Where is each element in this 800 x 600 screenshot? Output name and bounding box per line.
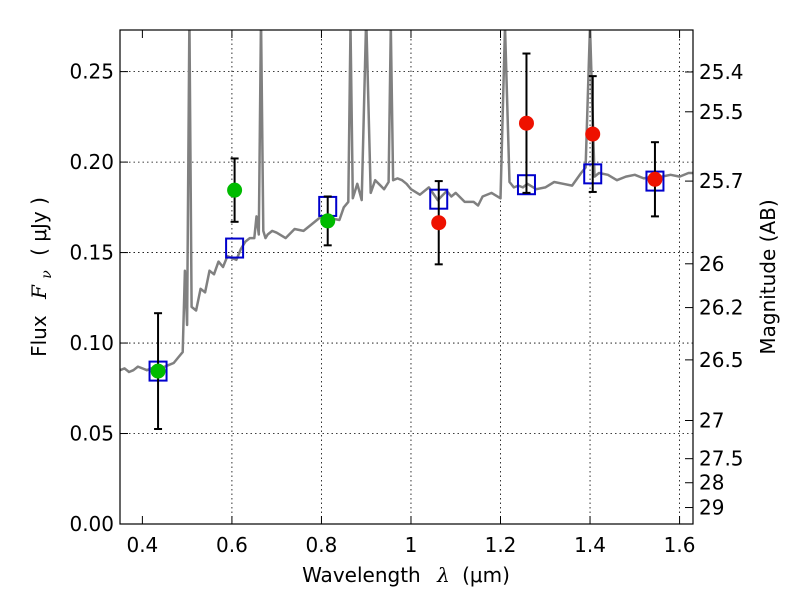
y-axis-label-symbol: F [27, 284, 51, 300]
y2-axis-label: Magnitude (AB) [756, 199, 780, 354]
data-point [585, 126, 601, 142]
x-axis-label-unit: (μm) [462, 563, 510, 587]
data-point [227, 182, 243, 198]
x-tick-label: 1.2 [485, 533, 517, 557]
x-tick-label: 0.6 [216, 533, 248, 557]
x-axis-label-main: Wavelength [302, 563, 421, 587]
grid [120, 30, 693, 524]
y2-tick-label: 25.4 [699, 60, 744, 84]
x-tick-label: 1.4 [574, 533, 606, 557]
y2-tick-label: 28 [699, 471, 724, 495]
x-tick-label: 1.6 [664, 533, 696, 557]
y-axis-label-unit: ( μJy ) [27, 197, 51, 256]
y-tick-label: 0.15 [69, 241, 114, 265]
y-axis: 0.00 0.05 0.10 0.15 0.20 0.25 [69, 60, 128, 536]
y2-tick-label: 27 [699, 408, 724, 432]
y2-tick-label: 29 [699, 496, 724, 520]
y-tick-label: 0.10 [69, 331, 114, 355]
y-tick-label: 0.00 [69, 512, 114, 536]
y2-tick-label: 25.7 [699, 169, 744, 193]
plot-background [120, 30, 693, 524]
plot-frame [119, 29, 694, 525]
x-tick-label: 1 [405, 533, 418, 557]
y-axis-label: Flux F ν ( μJy ) [27, 197, 56, 357]
y2-tick-label: 27.5 [699, 447, 744, 471]
y2-tick-label: 26 [699, 252, 724, 276]
data-point [431, 215, 447, 231]
x-axis-label: Wavelength λ (μm) [302, 563, 510, 587]
data-marks [148, 52, 665, 430]
x-axis: 0.4 0.6 0.8 1 1.2 1.4 1.6 [126, 30, 695, 557]
data-point [518, 115, 534, 131]
x-tick-label: 0.4 [126, 533, 158, 557]
data-point [647, 171, 663, 187]
y-axis-label-main: Flux [27, 315, 51, 357]
data-point [320, 213, 336, 229]
x-tick-label: 0.8 [306, 533, 338, 557]
y-tick-label: 0.25 [69, 60, 114, 84]
y-tick-label: 0.05 [69, 422, 114, 446]
x-axis-label-symbol: λ [436, 563, 450, 587]
y-tick-label: 0.20 [69, 150, 114, 174]
y2-tick-label: 25.5 [699, 100, 744, 124]
data-point [150, 363, 166, 379]
spectrum-line [120, 30, 693, 374]
y-axis-label-subscript: ν [39, 270, 55, 279]
y2-tick-label: 26.2 [699, 296, 744, 320]
model-photometry-square [225, 237, 245, 259]
y2-tick-label: 26.5 [699, 348, 744, 372]
